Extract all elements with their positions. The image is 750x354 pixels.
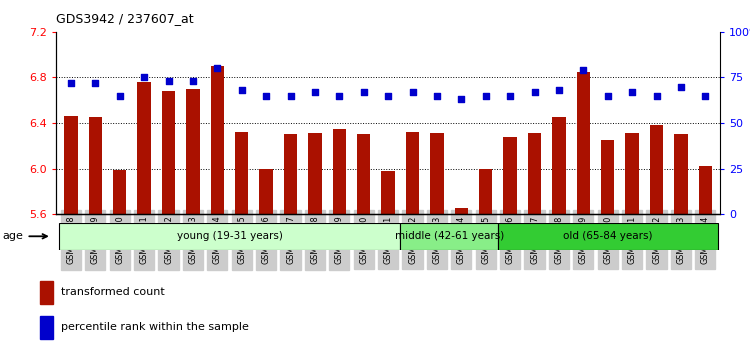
Bar [626,133,639,214]
Point [284,93,296,98]
Bar [552,117,566,214]
Bar [699,166,712,214]
Point [431,93,443,98]
Text: old (65-84 years): old (65-84 years) [563,231,652,241]
Bar [113,170,127,214]
Bar [284,135,297,214]
FancyBboxPatch shape [400,223,498,250]
Text: young (19-31 years): young (19-31 years) [176,231,283,241]
Bar [357,135,370,214]
FancyBboxPatch shape [498,223,718,250]
Point [455,97,467,102]
Bar [235,132,248,214]
Point [650,93,662,98]
Point [406,89,418,95]
Bar [406,132,419,214]
Bar [503,137,517,214]
Bar [382,171,394,214]
Text: transformed count: transformed count [61,287,165,297]
Bar [260,169,273,214]
Point [89,80,101,86]
Point [382,93,394,98]
Bar [454,209,468,214]
Bar [650,125,663,214]
Point [65,80,77,86]
Point [480,93,492,98]
Point [260,93,272,98]
Bar [64,116,77,214]
Point [675,84,687,89]
Text: GDS3942 / 237607_at: GDS3942 / 237607_at [56,12,194,25]
Bar [88,117,102,214]
Bar [430,133,444,214]
Point [504,93,516,98]
Bar [577,72,590,214]
Point [602,93,613,98]
Text: percentile rank within the sample: percentile rank within the sample [61,322,249,332]
Point [163,78,175,84]
Bar [332,129,346,214]
Bar [137,82,151,214]
Point [626,89,638,95]
Point [138,75,150,80]
Point [553,87,565,93]
Bar [308,133,322,214]
Bar [186,89,200,214]
Point [578,67,590,73]
FancyBboxPatch shape [58,223,400,250]
Bar [40,316,53,339]
Text: age: age [3,231,47,241]
Point [358,89,370,95]
Point [529,89,541,95]
Point [309,89,321,95]
Point [236,87,248,93]
Bar [601,140,614,214]
Point [187,78,199,84]
Bar [479,169,493,214]
Bar [528,133,542,214]
Point [699,93,711,98]
Point [114,93,126,98]
Bar [162,91,176,214]
Point [333,93,345,98]
Bar [40,281,53,304]
Bar [211,66,224,214]
Point [211,65,223,71]
Text: middle (42-61 years): middle (42-61 years) [394,231,504,241]
Bar [674,135,688,214]
